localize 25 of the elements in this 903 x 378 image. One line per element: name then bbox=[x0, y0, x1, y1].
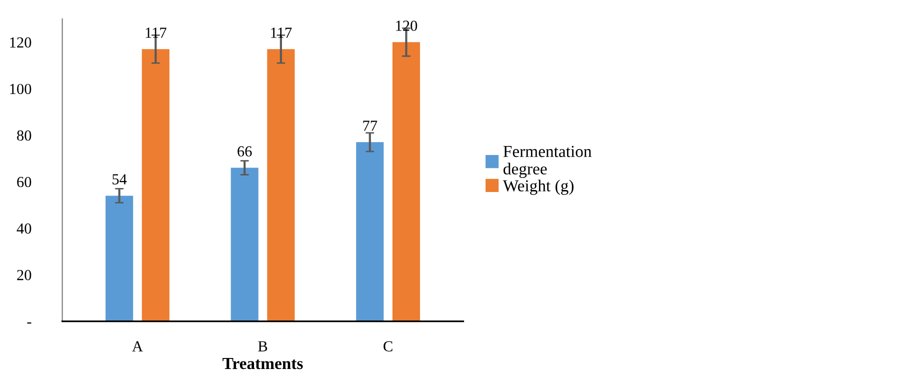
data-label: 77 bbox=[363, 120, 378, 131]
bar bbox=[267, 49, 295, 322]
y-tick-label: 80 bbox=[17, 130, 32, 141]
data-label: 66 bbox=[238, 146, 252, 157]
data-label: 117 bbox=[271, 28, 292, 38]
y-tick-label: 60 bbox=[17, 176, 32, 188]
data-label: 120 bbox=[396, 20, 418, 31]
y-tick-label: 40 bbox=[16, 223, 32, 234]
y-tick-label: 120 bbox=[10, 37, 32, 48]
x-tick-label: A bbox=[132, 341, 143, 352]
bar bbox=[106, 196, 134, 322]
y-tick-label: 20 bbox=[17, 270, 32, 280]
data-label: 117 bbox=[146, 28, 166, 38]
data-label: 54 bbox=[112, 174, 127, 184]
bar bbox=[142, 49, 170, 322]
legend-label: Fermentation degree bbox=[503, 146, 592, 178]
y-tick-label: - bbox=[27, 322, 32, 324]
bar bbox=[392, 42, 420, 322]
y-tick-label: 100 bbox=[10, 84, 32, 94]
x-tick-label: B bbox=[258, 341, 268, 352]
x-axis-title: Treatments bbox=[222, 358, 303, 370]
bar bbox=[356, 142, 384, 322]
x-tick-label: C bbox=[384, 341, 392, 352]
bar bbox=[230, 168, 258, 322]
legend-label: Weight (g) bbox=[502, 180, 574, 195]
